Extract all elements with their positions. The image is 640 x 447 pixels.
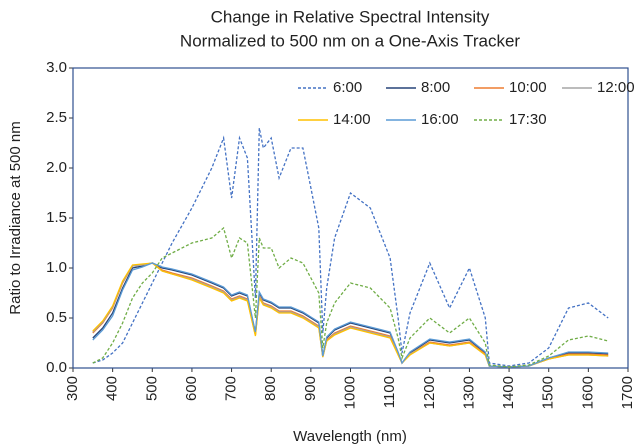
x-tick-label: 1000 [341, 376, 358, 409]
series-line [92, 262, 609, 368]
legend-label: 6:00 [333, 79, 362, 96]
x-tick-label: 600 [183, 376, 200, 401]
legend-label: 17:30 [509, 111, 547, 128]
x-tick-label: 400 [104, 376, 121, 401]
y-tick-label: 1.5 [46, 209, 67, 226]
x-tick-label: 700 [223, 376, 240, 401]
x-tick-label: 1600 [579, 376, 596, 409]
legend-label: 14:00 [333, 111, 371, 128]
series-line [92, 262, 609, 368]
y-tick-label: 3.0 [46, 59, 67, 76]
y-axis-label: Ratio to Irradiance at 500 nm [7, 121, 24, 314]
chart-subtitle: Normalized to 500 nm on a One-Axis Track… [180, 31, 520, 50]
x-tick-label: 800 [262, 376, 279, 401]
legend-label: 16:00 [421, 111, 459, 128]
x-axis-label: Wavelength (nm) [293, 428, 407, 445]
series-line [92, 262, 609, 368]
y-tick-label: 0.5 [46, 309, 67, 326]
x-tick-label: 900 [302, 376, 319, 401]
plot-frame [72, 67, 629, 369]
x-tick-label: 1400 [500, 376, 517, 409]
x-tick-label: 1200 [421, 376, 438, 409]
x-tick-label: 1500 [540, 376, 557, 409]
x-tick-label: 1700 [619, 376, 636, 409]
y-tick-label: 2.0 [46, 159, 67, 176]
series-line [92, 127, 609, 367]
x-tick-label: 500 [143, 376, 160, 401]
legend-label: 10:00 [509, 79, 547, 96]
legend-label: 8:00 [421, 79, 450, 96]
y-tick-label: 2.5 [46, 109, 67, 126]
x-tick-label: 1100 [381, 376, 398, 408]
x-tick-label: 1300 [460, 376, 477, 409]
series-line [92, 226, 609, 368]
series-line [92, 262, 609, 368]
series-line [92, 262, 609, 368]
x-tick-label: 300 [64, 376, 81, 401]
y-tick-label: 0.0 [46, 359, 67, 376]
legend-label: 12:00 [597, 79, 635, 96]
y-tick-label: 1.0 [46, 259, 67, 276]
chart-title: Change in Relative Spectral Intensity [211, 7, 490, 26]
